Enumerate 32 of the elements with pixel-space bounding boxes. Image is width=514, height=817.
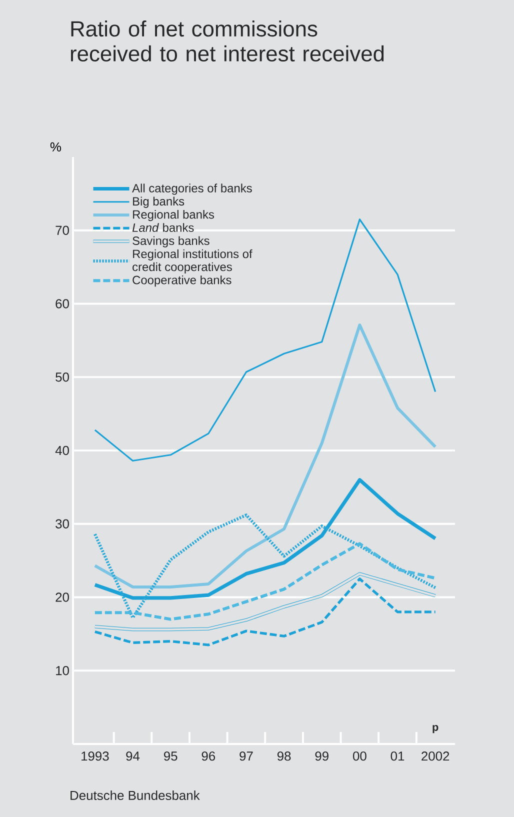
line-series (93, 514, 437, 620)
y-tick-label: 70 (56, 226, 69, 235)
line-series (93, 542, 437, 621)
text: Deutsche Bundesbank (70, 790, 200, 800)
y-axis-title: % (50, 142, 62, 152)
legend-label: Savings banks (132, 236, 210, 248)
chart-title: Ratio of net commissions received to net interest received (70, 20, 384, 62)
legend-label: Regional institutions of credit cooperatives (132, 249, 252, 274)
line-series (93, 478, 438, 600)
x-tick-label: 1993 (82, 752, 109, 761)
y-tick-label: 20 (56, 592, 69, 602)
x-tick-label: 00 (352, 752, 366, 761)
y-tick-label: 10 (56, 666, 69, 676)
line-series (93, 324, 437, 588)
legend-label: Regional banks (133, 210, 214, 222)
x-tick-label: 99 (315, 752, 328, 761)
y-tick-label: 60 (56, 299, 69, 308)
legend-label: Cooperative banks (132, 275, 232, 287)
legend-label: All categories of banks (132, 184, 252, 195)
x-tick-label: 96 (202, 752, 216, 761)
x-tick-label: 01 (390, 752, 404, 761)
x-tick-label: 97 (240, 752, 253, 761)
legend-label: Land banks (132, 223, 194, 232)
y-tick-label: 50 (56, 372, 69, 382)
annotation: p (432, 724, 438, 734)
y-tick-label: 40 (55, 446, 69, 456)
legend-label: Big banks (133, 196, 184, 208)
x-tick-label: 98 (277, 752, 291, 761)
x-tick-label: 94 (126, 752, 140, 761)
y-tick-label: 30 (56, 519, 69, 528)
x-tick-label: 2002 (422, 752, 450, 761)
x-tick-label: 95 (164, 752, 178, 761)
